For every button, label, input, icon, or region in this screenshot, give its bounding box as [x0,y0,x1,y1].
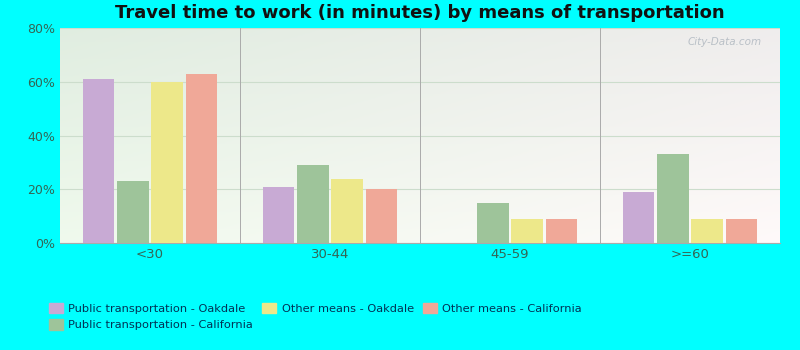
Bar [726,219,757,243]
Bar [83,79,114,243]
Bar [623,192,654,243]
Bar [657,154,689,243]
Bar [477,203,509,243]
Text: City-Data.com: City-Data.com [688,37,762,47]
Bar [117,181,149,243]
Legend: Public transportation - Oakdale, Public transportation - California, Other means: Public transportation - Oakdale, Public … [46,299,586,334]
Bar [366,189,397,243]
Bar [331,178,363,243]
Bar [546,219,577,243]
Title: Travel time to work (in minutes) by means of transportation: Travel time to work (in minutes) by mean… [115,4,725,22]
Bar [691,219,723,243]
Bar [297,165,329,243]
Bar [186,74,217,243]
Bar [151,82,183,243]
Bar [263,187,294,243]
Bar [511,219,543,243]
